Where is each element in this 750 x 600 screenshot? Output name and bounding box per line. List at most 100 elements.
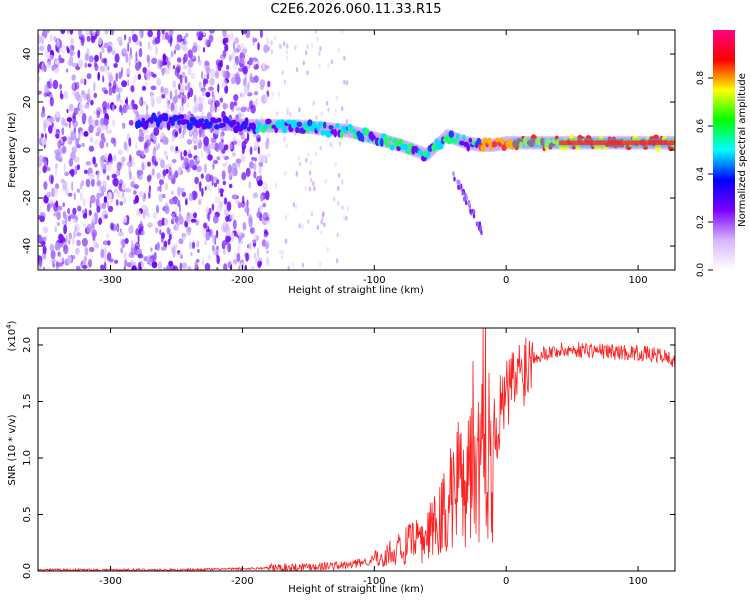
noise-speck xyxy=(191,55,196,60)
noise-speck xyxy=(76,232,82,237)
noise-speck xyxy=(142,209,146,220)
noise-speck xyxy=(51,122,54,128)
noise-speck xyxy=(112,104,115,112)
noise-speck xyxy=(125,99,128,104)
noise-speck xyxy=(147,161,151,167)
noise-speck xyxy=(224,85,229,94)
noise-speck xyxy=(236,138,241,147)
noise-speck xyxy=(222,221,227,227)
snr-series-line xyxy=(38,328,675,571)
spectrogram-y-tick-label: 40 xyxy=(22,48,33,61)
noise-speck xyxy=(162,169,167,176)
noise-speck xyxy=(242,221,247,231)
noise-speck xyxy=(310,177,313,183)
noise-speck xyxy=(238,265,241,270)
noise-speck xyxy=(248,181,252,188)
noise-speck xyxy=(95,243,100,249)
spectrogram-y-tick-label: -40 xyxy=(22,238,33,254)
noise-speck xyxy=(231,162,238,171)
noise-speck xyxy=(61,257,65,263)
noise-speck xyxy=(128,103,132,111)
noise-speck xyxy=(286,110,289,116)
noise-speck xyxy=(102,185,107,193)
noise-speck xyxy=(42,236,47,242)
ridge-point xyxy=(292,120,298,129)
ridge-point xyxy=(540,137,544,146)
noise-speck xyxy=(99,65,106,72)
noise-speck xyxy=(219,54,226,60)
noise-speck xyxy=(150,93,154,103)
noise-speck xyxy=(129,170,132,181)
noise-speck xyxy=(179,262,183,270)
noise-speck xyxy=(91,215,96,224)
noise-speck xyxy=(205,146,211,154)
noise-speck xyxy=(128,137,132,147)
ridge-point xyxy=(486,137,492,145)
ridge-point xyxy=(393,138,400,148)
noise-speck xyxy=(67,59,73,67)
noise-speck xyxy=(253,91,259,96)
noise-speck xyxy=(201,111,205,121)
noise-speck xyxy=(69,30,74,35)
noise-speck xyxy=(48,125,53,134)
colorbar-tick-label: 0.4 xyxy=(696,167,706,182)
noise-speck xyxy=(88,258,93,268)
noise-speck xyxy=(72,120,79,128)
noise-speck xyxy=(200,173,204,179)
noise-speck xyxy=(214,71,220,79)
noise-speck xyxy=(163,87,169,95)
colorbar-tick-label: 0.2 xyxy=(696,215,706,229)
noise-speck xyxy=(157,142,160,150)
spectrogram-x-tick-label: -300 xyxy=(99,275,122,286)
noise-speck xyxy=(153,135,157,142)
noise-speck xyxy=(182,233,186,241)
noise-speck xyxy=(77,58,84,68)
snr-y-tick-label: 0.5 xyxy=(22,507,33,523)
noise-speck xyxy=(233,94,239,102)
noise-speck xyxy=(145,81,148,87)
spectrogram-x-tick-label: -200 xyxy=(231,275,254,286)
noise-speck xyxy=(345,80,349,86)
noise-speck xyxy=(265,139,270,150)
colorbar: 0.0 0.2 0.4 0.6 0.8 Normalized spectral ampl… xyxy=(696,30,748,277)
ridge-branch xyxy=(469,209,472,215)
ridge-point xyxy=(186,122,193,131)
noise-speck xyxy=(185,215,191,223)
noise-speck xyxy=(154,161,159,167)
ridge-point xyxy=(468,137,472,143)
noise-speck xyxy=(62,220,65,225)
noise-speck xyxy=(187,81,191,92)
noise-speck xyxy=(341,30,344,34)
noise-speck xyxy=(172,65,176,70)
noise-speck xyxy=(103,65,108,73)
ridge-branch xyxy=(467,201,470,207)
ridge-point xyxy=(655,143,662,152)
noise-speck xyxy=(167,56,171,62)
noise-speck xyxy=(242,65,248,75)
ridge-point xyxy=(571,145,576,150)
noise-speck xyxy=(170,35,173,45)
noise-speck xyxy=(152,155,155,166)
noise-speck xyxy=(90,194,96,204)
ridge-point xyxy=(323,121,327,129)
noise-speck xyxy=(174,44,181,51)
snr-y-tick-label: 2.0 xyxy=(22,337,33,353)
noise-speck xyxy=(138,266,142,270)
noise-speck xyxy=(270,40,273,46)
noise-speck xyxy=(224,43,229,52)
noise-speck xyxy=(194,106,198,113)
ridge-branch xyxy=(462,196,466,202)
ridge-point xyxy=(352,128,357,134)
noise-speck xyxy=(209,142,216,150)
noise-speck xyxy=(85,30,90,36)
noise-speck xyxy=(106,200,110,209)
noise-speck xyxy=(195,138,200,144)
noise-speck xyxy=(259,213,263,222)
noise-speck xyxy=(88,145,95,152)
noise-speck xyxy=(84,246,89,256)
noise-speck xyxy=(71,181,74,192)
noise-speck xyxy=(118,71,122,80)
noise-speck xyxy=(238,67,244,72)
noise-speck xyxy=(147,174,152,181)
